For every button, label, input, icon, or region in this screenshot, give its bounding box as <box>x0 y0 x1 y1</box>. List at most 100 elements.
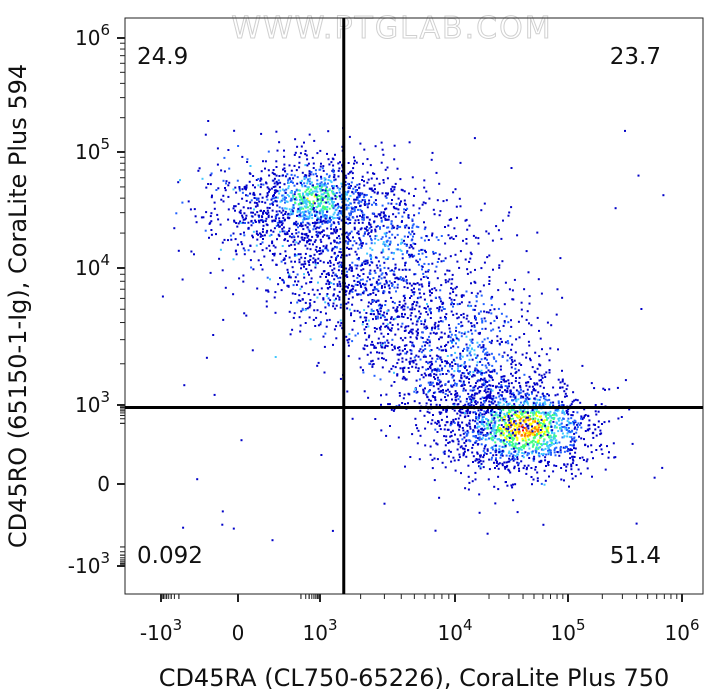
event-dot <box>414 243 417 245</box>
event-dot <box>405 209 407 211</box>
event-dot <box>302 195 305 198</box>
event-dot <box>502 426 505 428</box>
event-dot <box>364 231 366 234</box>
event-dot <box>398 268 401 271</box>
event-dot <box>444 317 447 319</box>
event-dot <box>407 331 410 334</box>
event-dot <box>393 345 396 348</box>
event-dot <box>388 284 390 287</box>
event-dot <box>387 341 390 344</box>
event-dot <box>390 282 393 285</box>
event-dot <box>367 396 370 399</box>
event-dot <box>360 263 363 266</box>
event-dot <box>402 278 405 281</box>
event-dot <box>332 164 335 167</box>
event-dot <box>430 370 433 373</box>
event-dot <box>616 386 619 389</box>
event-dot <box>289 276 292 279</box>
event-dot <box>570 436 573 439</box>
event-dot <box>481 340 484 343</box>
event-dot <box>432 252 435 255</box>
event-dot <box>507 419 510 422</box>
event-dot <box>243 212 246 215</box>
event-dot <box>336 202 339 205</box>
event-dot <box>565 465 568 468</box>
event-dot <box>361 323 364 326</box>
event-dot <box>524 397 527 400</box>
event-dot <box>282 209 285 212</box>
event-dot <box>408 253 410 256</box>
event-dot <box>426 342 429 345</box>
event-dot <box>189 208 192 211</box>
event-dot <box>541 435 544 437</box>
event-dot <box>593 387 596 390</box>
event-dot <box>462 429 465 432</box>
event-dot <box>310 171 313 174</box>
event-dot <box>474 318 477 321</box>
event-dot <box>314 259 317 262</box>
event-dot <box>234 205 237 208</box>
event-dot <box>369 223 372 226</box>
event-dot <box>565 469 567 472</box>
event-dot <box>455 294 458 297</box>
event-dot <box>382 256 385 259</box>
event-dot <box>227 184 230 187</box>
event-dot <box>435 403 438 406</box>
event-dot <box>493 357 496 360</box>
event-dot <box>408 141 411 144</box>
event-dot <box>385 279 388 282</box>
event-dot <box>494 435 497 437</box>
event-dot <box>281 279 284 282</box>
event-dot <box>316 232 319 235</box>
event-dot <box>375 317 378 320</box>
event-dot <box>486 381 489 383</box>
event-dot <box>362 292 365 295</box>
event-dot <box>340 322 343 325</box>
event-dot <box>540 292 543 295</box>
event-dot <box>359 208 362 211</box>
event-dot <box>266 229 269 232</box>
event-dot <box>524 432 527 435</box>
event-dot <box>457 424 460 427</box>
event-dot <box>333 205 336 208</box>
event-dot <box>213 201 216 204</box>
event-dot <box>517 398 520 401</box>
event-dot <box>357 191 360 194</box>
event-dot <box>451 385 454 388</box>
event-dot <box>520 460 523 463</box>
event-dot <box>356 198 359 201</box>
event-dot <box>525 429 528 432</box>
event-dot <box>531 452 534 455</box>
event-dot <box>425 402 428 405</box>
event-dot <box>413 287 415 290</box>
event-dot <box>260 183 263 186</box>
event-dot <box>351 177 354 180</box>
event-dot <box>326 319 329 322</box>
event-dot <box>356 215 359 218</box>
event-dot <box>325 173 328 176</box>
event-dot <box>303 265 305 268</box>
event-dot <box>525 468 528 471</box>
event-dot <box>560 419 563 422</box>
event-dot <box>291 292 294 295</box>
event-dot <box>412 247 415 250</box>
event-dot <box>222 194 225 197</box>
event-dot <box>241 155 244 158</box>
event-dot <box>534 383 536 386</box>
event-dot <box>597 410 600 413</box>
event-dot <box>461 324 464 327</box>
event-dot <box>537 439 540 442</box>
event-dot <box>368 278 371 281</box>
event-dot <box>434 321 437 324</box>
event-dot <box>495 411 498 414</box>
event-dot <box>283 183 286 186</box>
event-dot <box>358 186 361 189</box>
event-dot <box>381 148 384 151</box>
event-dot <box>481 396 484 399</box>
event-dot <box>448 269 451 272</box>
event-dot <box>500 384 503 387</box>
event-dot <box>482 423 485 426</box>
event-dot <box>544 443 547 445</box>
event-dot <box>314 186 317 189</box>
event-dot <box>300 223 303 226</box>
